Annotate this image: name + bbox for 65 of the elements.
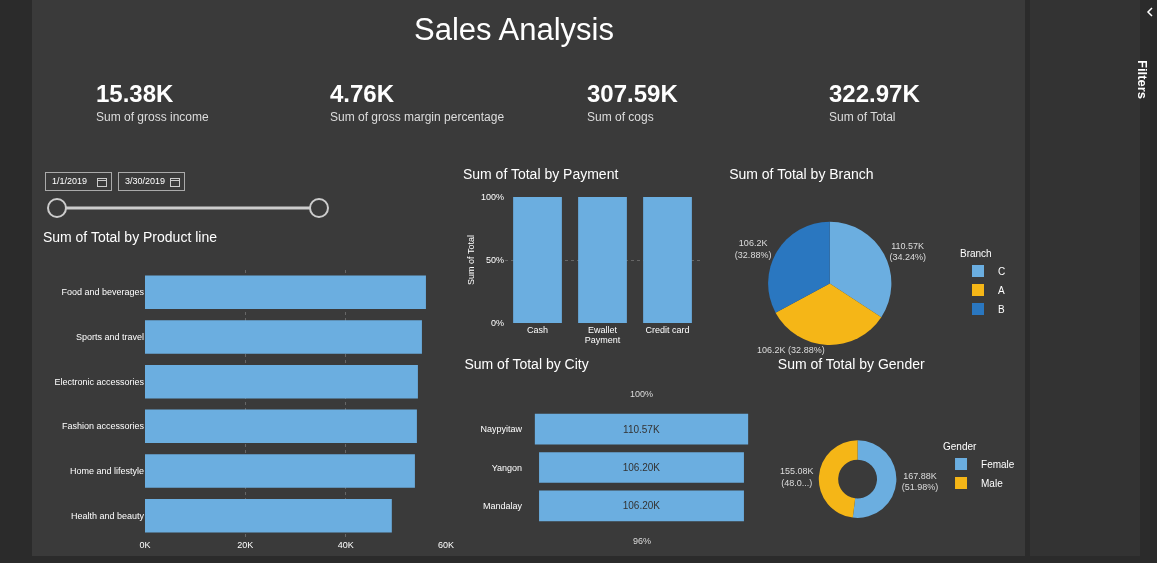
y-tick-label: Electronic accessories: [54, 376, 145, 387]
text: Sales Analysis: [414, 12, 614, 48]
text: 4.76K: [330, 80, 395, 108]
bar: [145, 364, 418, 399]
legend-label: Male: [981, 477, 1004, 489]
text: Filters: [1135, 60, 1150, 100]
legend-label: B: [998, 303, 1005, 315]
chart-title: Sum of Total by Payment: [462, 165, 619, 182]
donut-slice: [852, 440, 897, 518]
y-tick-label: Food and beverages: [61, 287, 145, 298]
donut-slice: [818, 440, 858, 518]
text: 100%: [630, 389, 654, 399]
category-label: Yangon: [491, 462, 522, 473]
data-label: 167.88K (51.98%): [901, 470, 939, 493]
pie-slice: [829, 221, 892, 318]
x-tick-label: Credit card: [645, 325, 690, 335]
text: 322.97K: [829, 80, 920, 108]
text: Sum of Total: [829, 110, 896, 124]
bar: [145, 320, 422, 354]
data-label: 106.20K: [622, 500, 661, 512]
pie-slice: [775, 283, 882, 345]
y-tick-label: 100%: [480, 192, 504, 203]
text: 3/30/2019: [118, 172, 185, 191]
bar: [145, 454, 415, 488]
y-tick-label: Fashion accessories: [61, 421, 145, 432]
x-tick-label: 0K: [139, 540, 151, 550]
text: Sum of gross margin percentage: [330, 110, 505, 124]
chart-title: Sum of Total by Product line: [42, 228, 218, 245]
category-label: Mandalay: [482, 500, 523, 511]
legend-title: Gender: [943, 440, 978, 452]
text: 1/1/2019: [45, 172, 112, 191]
legend-label: Female: [981, 458, 1015, 470]
text: Sum of cogs: [587, 110, 654, 124]
x-tick-label: Cash: [526, 325, 549, 335]
data-label: 106.20K: [622, 462, 661, 473]
chart-title: Sum of Total by Gender: [777, 355, 925, 372]
x-tick-label: 20K: [237, 540, 254, 550]
bar: [145, 498, 392, 533]
legend-label: A: [998, 284, 1005, 296]
legend-label: C: [998, 265, 1006, 277]
data-label: 155.08K (48.0...): [779, 465, 814, 488]
data-label: 110.57K (34.24%): [889, 240, 926, 263]
text: Sum of gross income: [96, 110, 209, 124]
y-tick-label: Home and lifestyle: [69, 466, 144, 477]
category-label: Naypyitaw: [480, 424, 523, 435]
x-tick-label: 60K: [437, 540, 455, 550]
x-tick-label: 40K: [337, 540, 354, 550]
text: 96%: [633, 536, 652, 546]
x-axis-title: Payment: [584, 335, 621, 345]
text: 307.59K: [587, 80, 678, 108]
legend-title: Branch: [960, 247, 992, 259]
y-tick-label: 0%: [490, 318, 504, 329]
text: 15.38K: [96, 80, 174, 108]
y-tick-label: 50%: [485, 255, 504, 266]
y-tick-label: Sports and travel: [75, 332, 144, 343]
data-label: 110.57K: [623, 423, 660, 435]
y-tick-label: Health and beauty: [70, 510, 145, 521]
bar: [145, 409, 417, 444]
chart-title: Sum of Total by Branch: [729, 165, 874, 182]
bar: [145, 275, 426, 310]
text: Sum of Total by City: [464, 355, 589, 372]
data-label: 106.2K (32.88%): [734, 238, 772, 260]
data-label: 106.2K (32.88%): [757, 344, 825, 355]
y-axis-title: Sum of Total: [466, 235, 477, 285]
x-tick-label: Ewallet: [587, 325, 618, 335]
